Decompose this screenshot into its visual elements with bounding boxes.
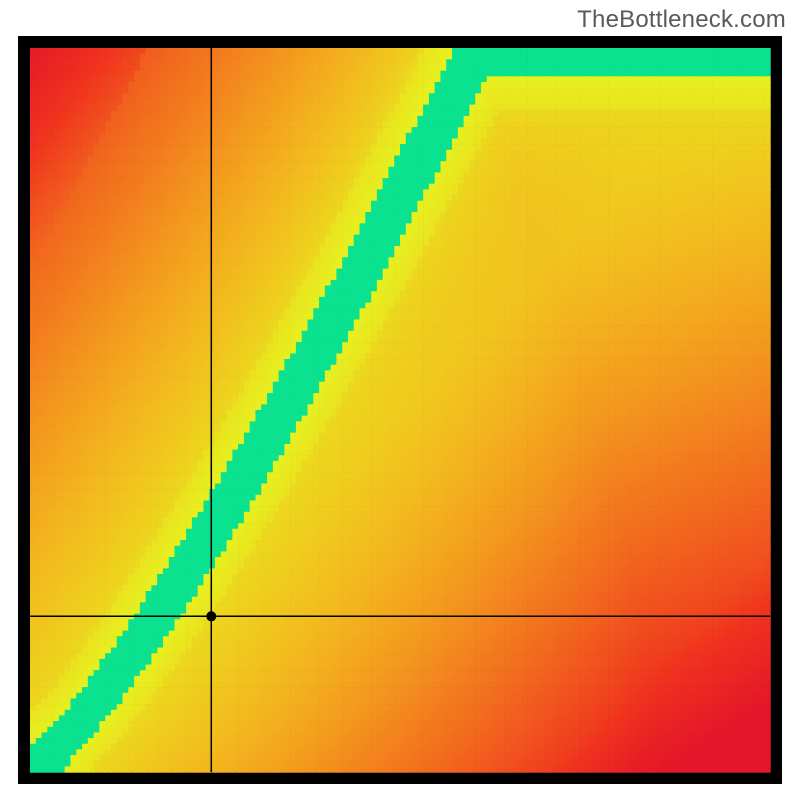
watermark-text: TheBottleneck.com (577, 6, 786, 34)
figure-container: TheBottleneck.com (0, 0, 800, 800)
crosshair-overlay (18, 36, 782, 784)
plot-outer-frame (18, 36, 782, 784)
